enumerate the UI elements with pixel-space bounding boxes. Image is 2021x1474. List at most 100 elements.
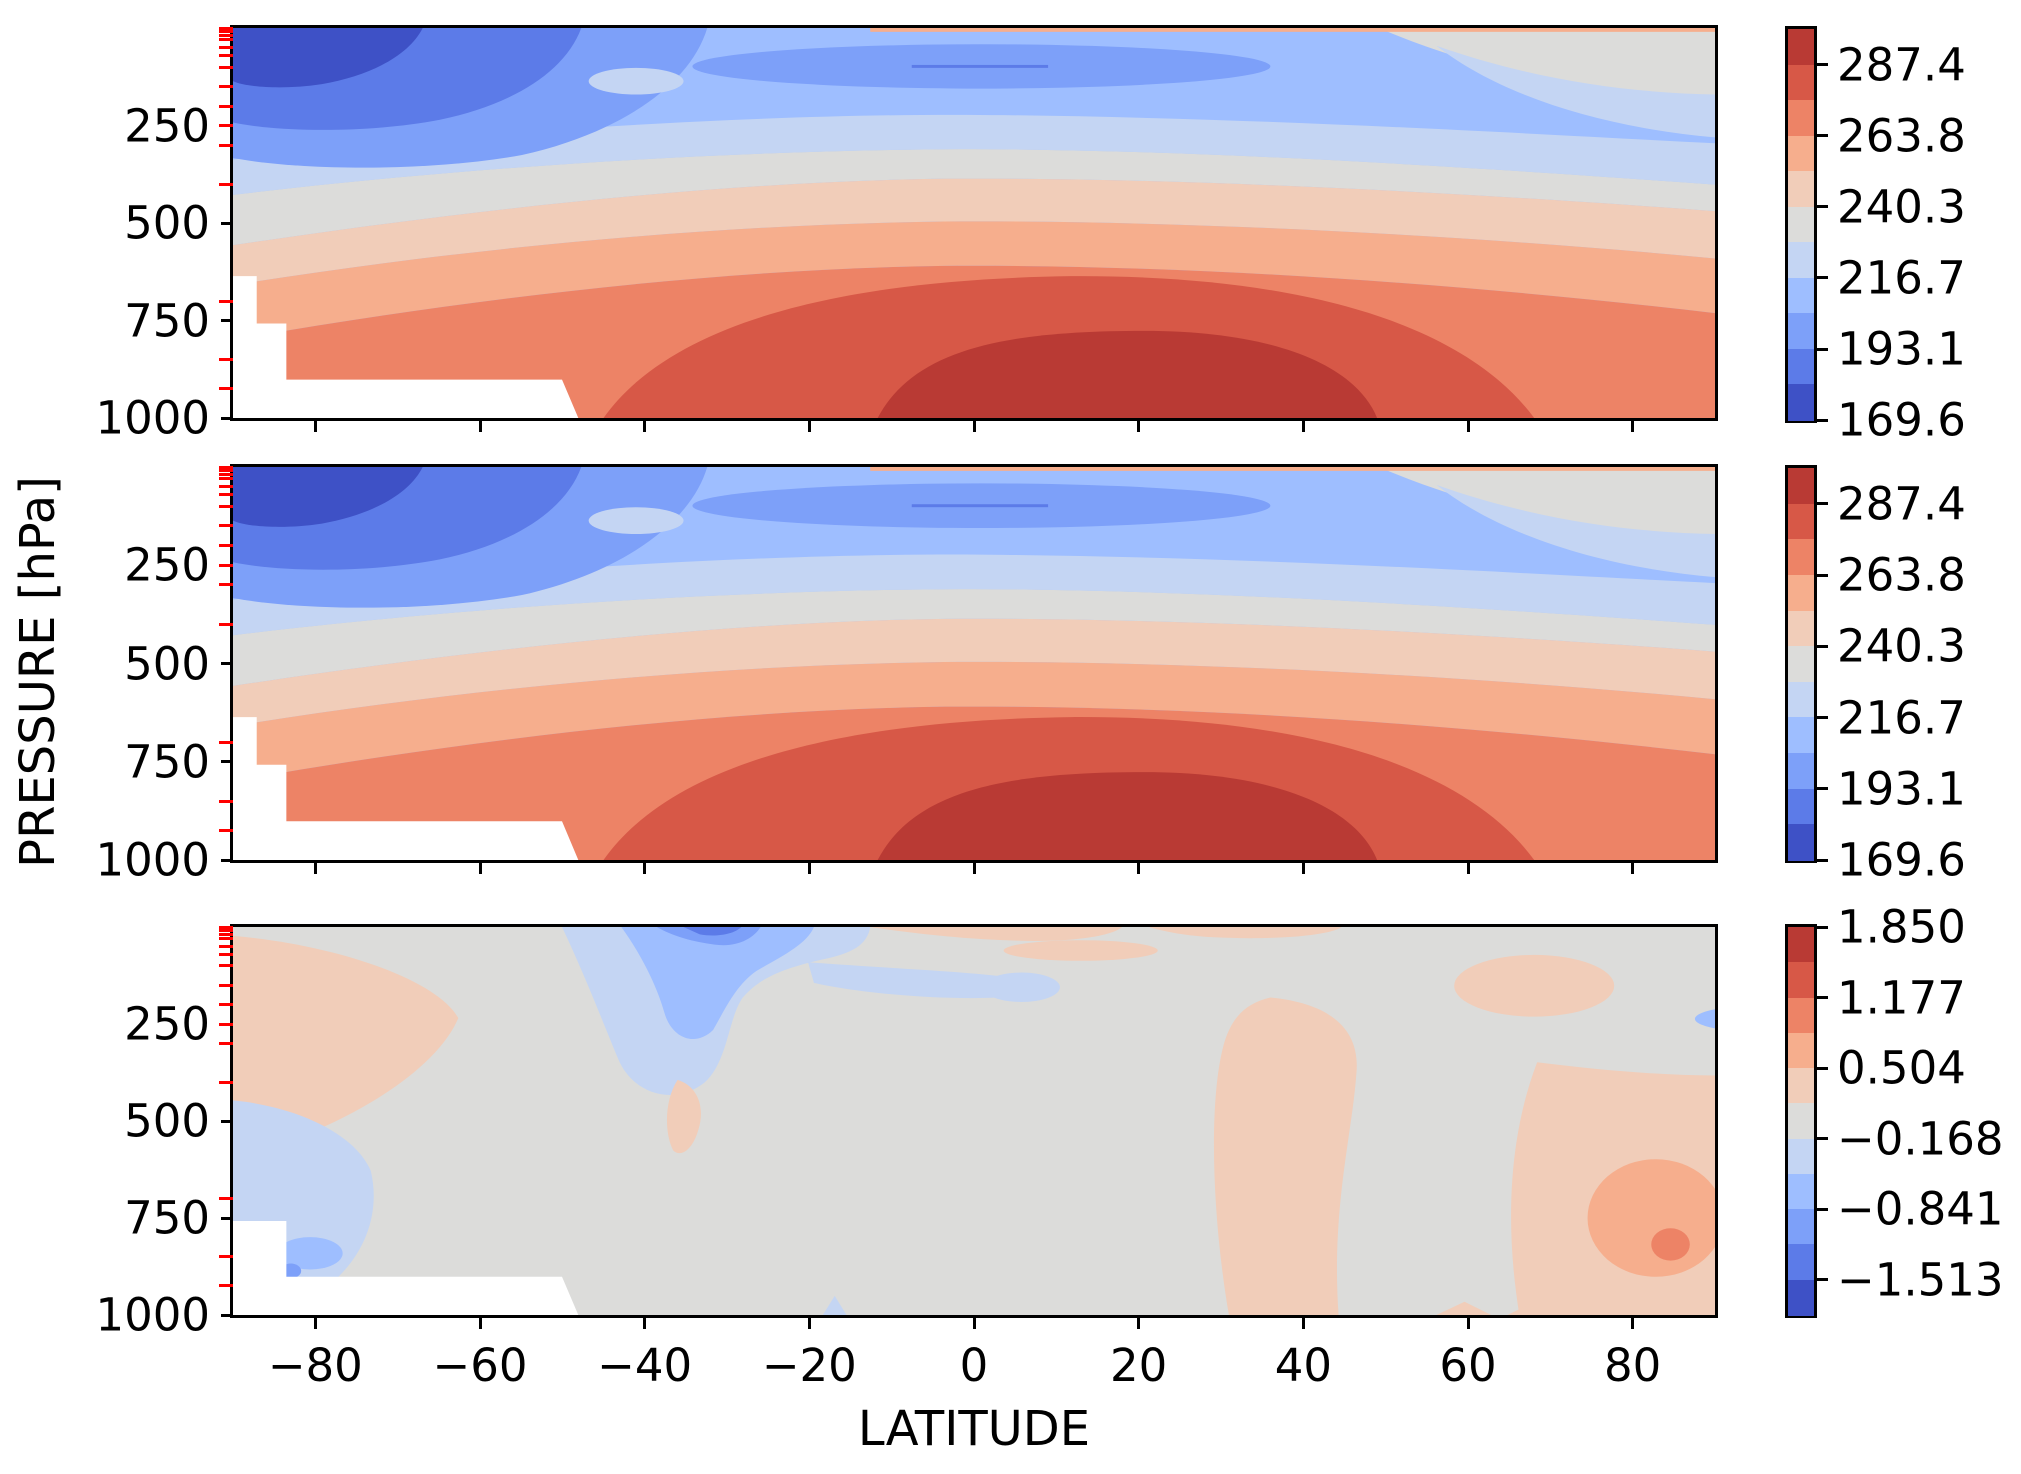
colorbar-segment — [1788, 384, 1814, 421]
red-level-tick — [219, 34, 233, 38]
colorbar-tick-label: 263.8 — [1837, 109, 1966, 163]
colorbar-segment — [1788, 1209, 1814, 1246]
x-tick — [1466, 863, 1470, 874]
colorbar-tick — [1817, 205, 1828, 209]
diff-warm-top-strip1 — [870, 927, 1123, 941]
diff-warm-streak — [666, 1079, 701, 1154]
diff-bottom-wisp3 — [1436, 1301, 1492, 1315]
red-level-tick — [219, 104, 233, 108]
colorbar-tick-label: 240.3 — [1837, 619, 1966, 673]
colorbar-segment — [1788, 1138, 1814, 1175]
colorbar-top — [1785, 26, 1817, 423]
colorbar-tick — [1817, 858, 1828, 862]
x-tick — [972, 421, 976, 432]
x-tick — [313, 421, 317, 432]
red-level-tick — [219, 829, 233, 833]
colorbar-segment — [1788, 824, 1814, 861]
red-level-tick — [219, 38, 233, 42]
red-level-tick — [219, 124, 233, 127]
red-level-tick — [219, 1284, 233, 1288]
colorbar-segment — [1788, 1173, 1814, 1210]
x-tick — [807, 421, 811, 432]
colorbar-tick — [1817, 502, 1828, 506]
x-tick — [1631, 863, 1635, 874]
colorbar-segment — [1788, 313, 1814, 350]
y-tick-label: 750 — [124, 1191, 210, 1245]
red-level-tick — [219, 925, 233, 929]
diff-bottom-wisp2 — [822, 1295, 847, 1315]
diff-warm-top-strip2 — [1148, 927, 1342, 939]
colorbar-tick — [1817, 1137, 1828, 1141]
diff-cold-plume-inner — [656, 927, 761, 946]
diff-cold-lowerleft-blob1 — [277, 1237, 343, 1270]
panel-top-temperature — [230, 25, 1718, 421]
x-tick-label: 80 — [1604, 1339, 1662, 1392]
y-tick-label: 500 — [124, 196, 210, 250]
colorbar-segment — [1788, 927, 1814, 963]
colorbar-segment — [1788, 681, 1814, 719]
red-level-tick — [219, 544, 233, 548]
diff-warm-topleft — [233, 935, 459, 1160]
y-tick-label: 1000 — [95, 1288, 210, 1342]
red-level-tick — [219, 469, 233, 473]
colorbar-segment — [1788, 539, 1814, 576]
red-level-tick — [219, 143, 233, 147]
red-level-tick — [219, 477, 233, 481]
diff-warm-midlat-column — [1213, 997, 1357, 1315]
colorbar-segment — [1788, 997, 1814, 1034]
colorbar-segment — [1788, 29, 1814, 66]
colorbar-tick — [1817, 134, 1828, 138]
y-tick-label: 500 — [124, 637, 210, 690]
x-tick — [643, 863, 647, 874]
colorbar-tick — [1817, 276, 1828, 280]
colorbar-tick-label: 287.4 — [1837, 38, 1966, 92]
x-tick — [807, 1318, 811, 1329]
red-level-tick — [219, 583, 233, 587]
y-tick-label: 500 — [124, 1094, 210, 1148]
diff-cold-plume-core — [683, 927, 742, 936]
diff-cold-arm — [808, 962, 1035, 999]
y-tick — [221, 662, 233, 665]
colorbar-bottom — [1785, 924, 1817, 1318]
x-tick-label: 20 — [1110, 1339, 1168, 1392]
x-tick — [1631, 421, 1635, 432]
colorbar-tick-label: −0.841 — [1837, 1182, 2004, 1236]
red-level-tick — [219, 65, 233, 69]
colorbar-tick — [1817, 1207, 1828, 1211]
colorbar-tick — [1817, 418, 1828, 422]
red-level-tick — [219, 485, 233, 489]
x-tick — [643, 1318, 647, 1329]
red-level-tick — [219, 933, 233, 937]
colorbar-segment — [1788, 1068, 1814, 1104]
colorbar-tick — [1817, 1278, 1828, 1282]
colorbar-tick — [1817, 63, 1828, 67]
panel-bottom-difference — [230, 924, 1718, 1318]
colorbar-tick-label: 0.504 — [1837, 1041, 1966, 1095]
colorbar-tick — [1817, 573, 1828, 577]
x-tick-label: −40 — [597, 1339, 693, 1392]
red-level-tick — [219, 182, 233, 186]
x-axis-label: LATITUDE — [857, 1401, 1091, 1457]
x-tick-label: 0 — [959, 1339, 989, 1392]
diff-warm-polar-spot — [1651, 1228, 1690, 1261]
red-level-tick — [219, 1197, 233, 1201]
difference-field — [233, 927, 1715, 1315]
colorbar-segment — [1788, 503, 1814, 540]
red-level-tick — [219, 1022, 233, 1026]
colorbar-tick-label: 240.3 — [1837, 180, 1966, 234]
colorbar-tick-label: 216.7 — [1837, 251, 1966, 305]
colorbar-tick-label: 193.1 — [1837, 762, 1966, 816]
x-tick — [1301, 863, 1305, 874]
red-level-tick — [219, 299, 233, 303]
colorbar-segment — [1788, 1279, 1814, 1316]
colorbar-segment — [1788, 646, 1814, 683]
colorbar-segment — [1788, 171, 1814, 208]
red-level-tick — [219, 944, 233, 948]
x-tick — [478, 1318, 482, 1329]
red-level-tick — [219, 929, 233, 933]
colorbar-tick — [1817, 787, 1828, 791]
x-tick-label: −60 — [432, 1339, 528, 1392]
x-tick — [478, 863, 482, 874]
red-level-tick — [219, 622, 233, 626]
